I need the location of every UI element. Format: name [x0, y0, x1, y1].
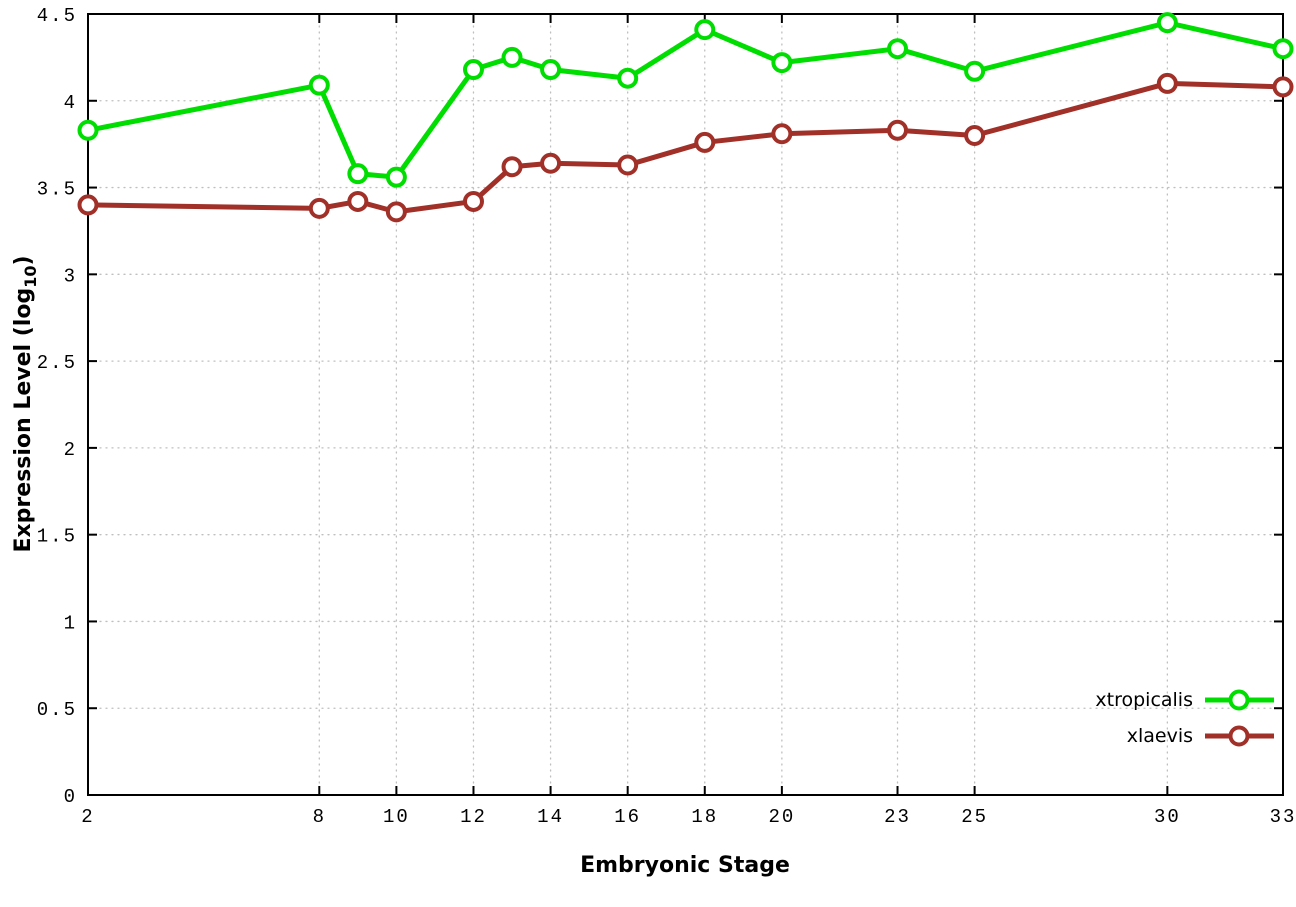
legend-label-xtropicalis: xtropicalis [1095, 689, 1193, 711]
tick-label-y: 2 [64, 439, 77, 461]
tick-label-y: 1.5 [37, 526, 77, 548]
tick-label-y: 1 [64, 612, 77, 634]
data-point-marker [385, 201, 407, 223]
series-markers-xlaevis [77, 72, 1294, 223]
data-point-marker [462, 190, 484, 212]
legend-entry-xlaevis: xlaevis [1127, 725, 1274, 747]
data-point-marker [385, 166, 407, 188]
data-point-marker [77, 119, 99, 141]
y-axis-label: Expression Level (log10) [11, 255, 40, 552]
tick-label-x: 14 [537, 806, 564, 828]
data-point-marker [308, 74, 330, 96]
axis-ticks [87, 13, 1284, 796]
tick-label-y: 4.5 [37, 5, 77, 27]
tick-label-y: 2.5 [37, 352, 77, 374]
data-point-marker [501, 156, 523, 178]
tick-label-x: 12 [460, 806, 487, 828]
plot-border-rect [87, 13, 1284, 796]
tick-label-x: 18 [691, 806, 718, 828]
data-point-marker [501, 46, 523, 68]
grid [87, 13, 1284, 796]
y-axis-label-main: Expression Level (log [11, 288, 36, 553]
y-axis-label-end: ) [11, 255, 36, 265]
tick-label-x: 33 [1270, 806, 1296, 828]
tick-label-y: 3 [64, 265, 77, 287]
y-axis-label-subscript: 10 [21, 266, 40, 288]
data-point-marker [77, 194, 99, 216]
data-point-marker [771, 123, 793, 145]
plot-border [87, 13, 1284, 796]
legend: xtropicalis xlaevis [1095, 689, 1274, 747]
tick-label-x: 20 [768, 806, 795, 828]
data-point-marker [1272, 76, 1294, 98]
data-point-marker [347, 163, 369, 185]
data-point-marker [771, 52, 793, 74]
data-point-marker [308, 197, 330, 219]
tick-label-x: 8 [313, 806, 326, 828]
tick-label-x: 2 [81, 806, 94, 828]
tick-label-x: 25 [961, 806, 988, 828]
legend-sample-marker [1228, 689, 1250, 711]
tick-labels: 2 8 10 12 14 16 18 20 23 25 30 33 0 0.5 1 1.5 2 2.5 3 3.5 4 4… [37, 5, 1296, 828]
tick-label-y: 4 [64, 92, 77, 114]
data-point-marker [617, 67, 639, 89]
x-axis-label: Embryonic Stage [580, 853, 790, 878]
legend-entry-xtropicalis: xtropicalis [1095, 689, 1274, 711]
data-point-marker [887, 38, 909, 60]
series-line-xlaevis [87, 80, 1284, 215]
data-point-marker [1156, 72, 1178, 94]
tick-label-y: 0 [64, 786, 77, 808]
tick-label-x: 23 [884, 806, 911, 828]
data-point-marker [1272, 38, 1294, 60]
series-layer [77, 12, 1294, 223]
data-point-marker [540, 152, 562, 174]
data-point-marker [617, 154, 639, 176]
data-point-marker [347, 190, 369, 212]
data-point-marker [1156, 12, 1178, 34]
data-point-marker [887, 119, 909, 141]
data-point-marker [540, 59, 562, 81]
series-markers-xtropicalis [77, 12, 1294, 188]
data-point-marker [964, 60, 986, 82]
data-point-marker [462, 59, 484, 81]
data-point-marker [694, 19, 716, 41]
tick-label-x: 10 [383, 806, 410, 828]
tick-label-x: 30 [1154, 806, 1181, 828]
tick-label-x: 16 [614, 806, 641, 828]
tick-label-y: 0.5 [37, 699, 77, 721]
data-point-marker [694, 131, 716, 153]
legend-sample-marker [1228, 725, 1250, 747]
legend-label-xlaevis: xlaevis [1127, 725, 1193, 747]
data-point-marker [964, 124, 986, 146]
tick-label-y: 3.5 [37, 179, 77, 201]
